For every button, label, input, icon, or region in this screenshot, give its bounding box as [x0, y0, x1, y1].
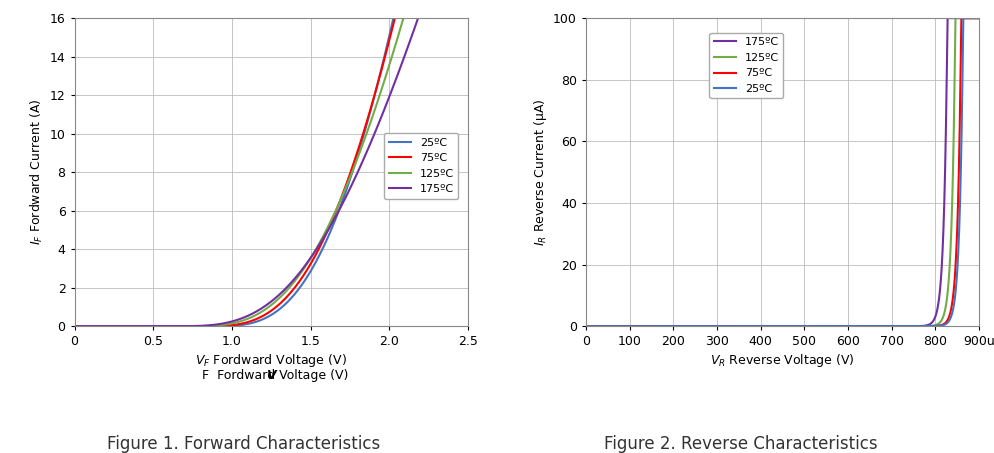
Legend: 25ºC, 75ºC, 125ºC, 175ºC: 25ºC, 75ºC, 125ºC, 175ºC — [385, 133, 458, 199]
175ºC — [731, 323, 743, 329]
25ºC — [731, 323, 743, 329]
175ºC — [69, 323, 81, 329]
75ºC — [874, 323, 886, 329]
Line: 25ºC: 25ºC — [75, 0, 468, 326]
175ºC — [379, 107, 391, 112]
125ºC — [249, 313, 261, 318]
175ºC — [88, 323, 100, 329]
25ºC — [816, 323, 828, 329]
Text: V: V — [266, 369, 276, 382]
125ºC — [379, 78, 391, 84]
Line: 75ºC: 75ºC — [585, 18, 979, 326]
125ºC — [651, 323, 663, 329]
X-axis label: $V_F$ Fordward Voltage (V): $V_F$ Fordward Voltage (V) — [195, 352, 347, 369]
125ºC — [816, 323, 828, 329]
Legend: 175ºC, 125ºC, 75ºC, 25ºC: 175ºC, 125ºC, 75ºC, 25ºC — [710, 33, 783, 98]
125ºC — [580, 323, 591, 329]
75ºC — [955, 15, 967, 21]
25ºC — [957, 15, 969, 21]
25ºC — [249, 319, 261, 325]
Text: Figure 2. Reverse Characteristics: Figure 2. Reverse Characteristics — [603, 435, 878, 453]
25ºC — [651, 323, 663, 329]
175ºC — [874, 323, 886, 329]
75ºC — [904, 323, 915, 329]
Line: 175ºC: 175ºC — [585, 18, 979, 326]
125ºC — [836, 323, 848, 329]
175ºC — [651, 323, 663, 329]
175ºC — [259, 303, 271, 308]
175ºC — [249, 309, 261, 315]
175ºC — [816, 323, 828, 329]
125ºC — [259, 306, 271, 312]
175ºC — [941, 15, 953, 21]
75ºC — [69, 323, 81, 329]
125ºC — [88, 323, 100, 329]
75ºC — [88, 323, 100, 329]
25ºC — [259, 315, 271, 321]
25ºC — [69, 323, 81, 329]
Text: F  Fordward Voltage (V): F Fordward Voltage (V) — [194, 369, 348, 382]
75ºC — [651, 323, 663, 329]
175ºC — [836, 323, 848, 329]
75ºC — [816, 323, 828, 329]
25ºC — [88, 323, 100, 329]
125ºC — [69, 323, 81, 329]
25ºC — [973, 15, 985, 21]
Line: 75ºC: 75ºC — [75, 0, 468, 326]
125ºC — [731, 323, 743, 329]
175ºC — [904, 323, 915, 329]
75ºC — [973, 15, 985, 21]
25ºC — [874, 323, 886, 329]
25ºC — [836, 323, 848, 329]
75ºC — [731, 323, 743, 329]
Line: 25ºC: 25ºC — [585, 18, 979, 326]
25ºC — [580, 323, 591, 329]
75ºC — [379, 57, 391, 63]
125ºC — [874, 323, 886, 329]
Text: Figure 1. Forward Characteristics: Figure 1. Forward Characteristics — [107, 435, 380, 453]
25ºC — [904, 323, 915, 329]
Line: 125ºC: 125ºC — [585, 18, 979, 326]
175ºC — [973, 15, 985, 21]
25ºC — [379, 54, 391, 60]
125ºC — [973, 15, 985, 21]
75ºC — [249, 317, 261, 322]
175ºC — [580, 323, 591, 329]
75ºC — [580, 323, 591, 329]
Y-axis label: $I_F$ Fordward Current (A): $I_F$ Fordward Current (A) — [30, 99, 46, 246]
125ºC — [904, 323, 915, 329]
75ºC — [259, 312, 271, 317]
Line: 125ºC: 125ºC — [75, 0, 468, 326]
Y-axis label: $I_R$ Reverse Current (μA): $I_R$ Reverse Current (μA) — [532, 98, 549, 246]
X-axis label: $V_R$ Reverse Voltage (V): $V_R$ Reverse Voltage (V) — [710, 352, 855, 369]
75ºC — [836, 323, 848, 329]
125ºC — [949, 15, 961, 21]
Line: 175ºC: 175ºC — [75, 0, 468, 326]
